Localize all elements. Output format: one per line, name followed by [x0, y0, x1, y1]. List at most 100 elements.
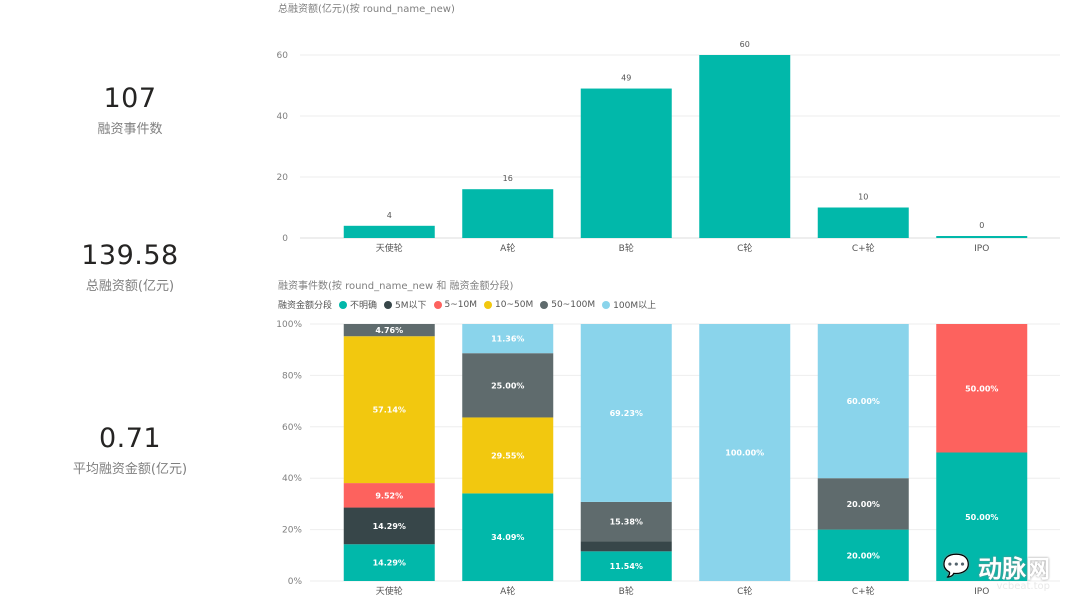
chart1-bar: [343, 225, 435, 238]
chart2-segment-label: 29.55%: [491, 451, 524, 460]
legend-marker: [384, 300, 393, 309]
kpi-value-events: 107: [103, 83, 157, 114]
chart2-segment: [580, 501, 672, 542]
chart2-segment-label: 34.09%: [491, 533, 524, 542]
chart2-segment-label: 57.14%: [373, 406, 406, 415]
chart1-y-tick: 40: [277, 112, 289, 122]
kpi-label-events: 融资事件数: [97, 122, 163, 137]
watermark-site: vcbeat.top: [996, 581, 1050, 592]
kpi-value-avg-amount: 0.71: [98, 423, 162, 454]
legend-item[interactable]: 不明确: [339, 298, 377, 311]
wechat-icon: 💬: [942, 554, 970, 579]
chart2-segment: [462, 417, 554, 494]
legend-marker: [339, 300, 348, 309]
chart2-segment-label: 50.00%: [965, 513, 998, 522]
chart2-segment-label: 14.29%: [373, 559, 406, 568]
chart1-data-label: 4: [387, 211, 392, 220]
chart1-bar: [817, 207, 909, 238]
legend-label: 5~10M: [444, 299, 478, 310]
chart1-x-label: C+轮: [852, 242, 875, 254]
kpi-card-total-amount: 139.58 总融资额(亿元): [40, 240, 220, 294]
chart2-segment-label: 20.00%: [847, 500, 880, 509]
legend-marker: [484, 300, 493, 309]
legend-item[interactable]: 5M以下: [384, 298, 427, 311]
chart2-segment-label: 14.29%: [373, 522, 406, 531]
chart1-x-label: A轮: [500, 242, 515, 254]
legend-label: 5M以下: [395, 301, 427, 311]
chart2-x-label: B轮: [619, 585, 634, 597]
legend-item[interactable]: 10~50M: [484, 300, 533, 310]
chart2-y-tick: 20%: [282, 526, 302, 536]
chart2-x-label: IPO: [974, 587, 989, 597]
kpi-card-events: 107 融资事件数: [40, 83, 220, 137]
chart1-x-label: C轮: [737, 242, 752, 254]
chart2-segment-label: 11.54%: [610, 562, 643, 571]
chart2-y-tick: 0%: [288, 577, 303, 587]
chart2-segment: [343, 336, 435, 484]
chart1-x-label: 天使轮: [376, 242, 403, 254]
kpi-label-avg-amount: 平均融资金额(亿元): [72, 462, 188, 477]
chart2-segment: [343, 483, 435, 508]
chart2-y-tick: 80%: [282, 371, 302, 381]
legend-item[interactable]: 100M以上: [602, 298, 656, 311]
kpi-card-avg-amount: 0.71 平均融资金额(亿元): [40, 423, 220, 477]
chart2-segment: [462, 493, 554, 581]
chart2-segment-label: 11.36%: [491, 335, 524, 344]
chart2-segment: [580, 324, 672, 502]
chart2-segment-label: 4.76%: [375, 326, 403, 335]
chart1-x-label: IPO: [974, 244, 989, 254]
chart1-bar: [580, 88, 672, 238]
legend-marker: [433, 300, 442, 309]
legend-item[interactable]: 5~10M: [433, 299, 478, 310]
chart1-y-tick: 20: [277, 173, 289, 183]
kpi-label-total-amount: 总融资额(亿元): [85, 279, 175, 294]
chart2-x-label: 天使轮: [376, 585, 403, 597]
chart1-data-label: 0: [979, 221, 984, 230]
legend-label: 100M以上: [613, 301, 657, 311]
chart2-segment-label: 25.00%: [491, 381, 524, 390]
chart2-segment: [462, 353, 554, 418]
watermark: 💬 动脉网 vcbeat.top: [942, 549, 1050, 592]
chart1-data-label: 49: [621, 74, 631, 83]
chart2-segment: [936, 324, 1028, 453]
chart2-y-tick: 100%: [276, 320, 302, 330]
chart1-x-label: B轮: [619, 242, 634, 254]
legend-label: 10~50M: [495, 299, 534, 310]
chart2-x-label: C轮: [737, 585, 752, 597]
chart2-segment-label: 15.38%: [610, 518, 643, 527]
chart2-x-label: C+轮: [852, 585, 875, 597]
chart2-segment: [343, 507, 435, 545]
chart1-bar: [936, 236, 1028, 238]
chart2-y-tick: 40%: [282, 474, 302, 484]
chart2-segment: [343, 324, 435, 337]
chart1-title: 总融资额(亿元)(按 round_name_new): [278, 4, 455, 15]
kpi-value-total-amount: 139.58: [81, 240, 179, 271]
chart2-segment-label: 60.00%: [847, 397, 880, 406]
chart1-bar: [462, 189, 554, 238]
chart2-y-tick: 60%: [282, 423, 302, 433]
legend-marker: [602, 300, 611, 309]
chart2-segment: [580, 551, 672, 581]
chart2-segment: [343, 544, 435, 581]
chart1-data-label: 10: [858, 193, 868, 202]
chart1-data-label: 60: [740, 40, 750, 49]
chart2-segment-label: 50.00%: [965, 384, 998, 393]
chart1-data-label: 16: [503, 174, 513, 183]
chart2-segment: [817, 478, 909, 530]
chart2-segment: [699, 324, 791, 581]
legend-title: 融资金额分段: [278, 301, 333, 311]
chart2-segment-label: 9.52%: [375, 491, 403, 500]
chart2-segment-label: 69.23%: [610, 409, 643, 418]
chart2-segment-label: 20.00%: [847, 551, 880, 560]
chart2-title: 融资事件数(按 round_name_new 和 融资金额分段): [278, 281, 514, 292]
chart2-legend: 融资金额分段 不明确 5M以下 5~10M 10~50M 50~100M 100M以上: [278, 298, 656, 312]
chart2-segment: [462, 324, 554, 354]
chart2-segment: [817, 529, 909, 581]
legend-marker: [540, 300, 549, 309]
legend-item[interactable]: 50~100M: [540, 300, 595, 310]
legend-label: 不明确: [350, 301, 378, 311]
chart2-segment: [936, 452, 1028, 581]
chart1-y-tick: 0: [282, 234, 288, 244]
chart2-segment: [817, 324, 909, 479]
